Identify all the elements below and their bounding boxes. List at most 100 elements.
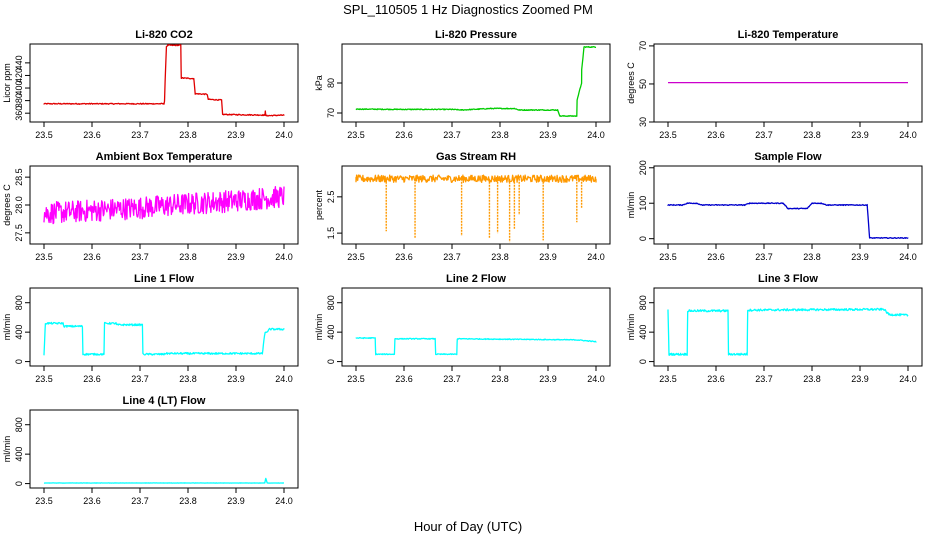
- x-tick-label: 23.7: [131, 374, 149, 384]
- y-tick-label: 420: [14, 68, 24, 83]
- x-tick-label: 23.6: [83, 496, 101, 506]
- x-tick-label: 24.0: [275, 496, 293, 506]
- plot-frame: [653, 165, 923, 245]
- y-tick-label: 70: [326, 108, 336, 118]
- y-tick-label: 28.0: [14, 196, 24, 214]
- x-tick-label: 23.8: [491, 252, 509, 262]
- y-axis-label: Licor ppm: [2, 63, 12, 103]
- x-tick-label: 23.7: [755, 374, 773, 384]
- y-tick-label: 0: [638, 236, 648, 241]
- panel-title: Sample Flow: [754, 151, 822, 163]
- y-axis-label: percent: [314, 189, 324, 220]
- chart-panel: Ambient Box Temperature degrees C 23.5 23.6…: [2, 151, 299, 262]
- y-tick-label: 100: [638, 196, 648, 211]
- y-tick-label: 400: [14, 325, 24, 340]
- y-tick-label: 400: [638, 325, 648, 340]
- y-tick-label: 2.5: [326, 191, 336, 204]
- x-tick-label: 23.8: [803, 130, 821, 140]
- y-axis-label: ml/min: [626, 314, 636, 341]
- chart-panel: Li-820 CO2 Licor ppm 23.5 23.6 23.7 23.8 23.9 2…: [2, 29, 299, 140]
- x-tick-label: 23.6: [83, 252, 101, 262]
- x-tick-label: 23.7: [131, 130, 149, 140]
- x-tick-label: 23.7: [755, 130, 773, 140]
- x-tick-label: 23.9: [851, 130, 869, 140]
- plot-frame: [29, 409, 299, 489]
- y-tick-label: 0: [14, 359, 24, 364]
- x-tick-label: 24.0: [899, 252, 917, 262]
- chart-panel: Li-820 Temperature degrees C 23.5 23.6 23.7 2…: [626, 29, 923, 140]
- x-tick-label: 23.6: [707, 374, 725, 384]
- y-axis-label: degrees C: [626, 62, 636, 104]
- y-axis-label: degrees C: [2, 184, 12, 226]
- y-tick-label: 30: [638, 117, 648, 127]
- x-tick-label: 23.5: [35, 374, 53, 384]
- y-tick-label: 360: [14, 106, 24, 121]
- plot-frame: [341, 43, 611, 123]
- panel-title: Ambient Box Temperature: [96, 151, 233, 163]
- panel-title: Li-820 Pressure: [435, 29, 517, 41]
- x-tick-label: 23.9: [539, 252, 557, 262]
- chart-panel: Line 3 Flow ml/min 23.5 23.6 23.7 23.8 23.9 24.…: [626, 273, 923, 384]
- y-tick-label: 200: [638, 160, 648, 175]
- y-axis-label: ml/min: [2, 314, 12, 341]
- x-tick-label: 23.7: [443, 374, 461, 384]
- plot-frame: [653, 43, 923, 123]
- panel-title: Li-820 Temperature: [738, 29, 839, 41]
- y-tick-label: 1.5: [326, 227, 336, 240]
- y-tick-label: 400: [14, 81, 24, 96]
- x-tick-label: 23.8: [179, 496, 197, 506]
- y-tick-label: 800: [638, 295, 648, 310]
- series-line: [355, 174, 597, 183]
- panel-title: Li-820 CO2: [135, 29, 192, 41]
- panels: Li-820 CO2 Licor ppm 23.5 23.6 23.7 23.8 23.9 2…: [2, 29, 923, 506]
- x-tick-label: 24.0: [587, 130, 605, 140]
- y-tick-label: 800: [326, 295, 336, 310]
- x-tick-label: 23.8: [803, 374, 821, 384]
- series-line: [43, 321, 285, 356]
- x-tick-label: 24.0: [275, 130, 293, 140]
- y-axis-label: ml/min: [2, 436, 12, 463]
- x-tick-label: 23.5: [659, 130, 677, 140]
- x-tick-label: 23.9: [851, 374, 869, 384]
- y-axis-label: ml/min: [314, 314, 324, 341]
- x-tick-label: 23.9: [227, 252, 245, 262]
- y-tick-label: 440: [14, 55, 24, 70]
- plot-frame: [653, 287, 923, 367]
- x-tick-label: 23.6: [83, 130, 101, 140]
- x-tick-label: 24.0: [899, 374, 917, 384]
- y-tick-label: 800: [14, 417, 24, 432]
- y-tick-label: 27.5: [14, 224, 24, 242]
- x-tick-label: 23.9: [227, 374, 245, 384]
- y-tick-label: 70: [638, 41, 648, 51]
- figure-x-label: Hour of Day (UTC): [414, 519, 522, 534]
- x-tick-label: 23.6: [395, 374, 413, 384]
- x-tick-label: 23.5: [347, 252, 365, 262]
- y-tick-label: 0: [326, 359, 336, 364]
- panel-title: Line 1 Flow: [134, 273, 194, 285]
- x-tick-label: 23.9: [227, 130, 245, 140]
- y-tick-label: 380: [14, 93, 24, 108]
- x-tick-label: 23.6: [83, 374, 101, 384]
- x-tick-label: 23.6: [707, 130, 725, 140]
- x-tick-label: 24.0: [899, 130, 917, 140]
- x-tick-label: 23.8: [179, 252, 197, 262]
- x-tick-label: 23.9: [539, 130, 557, 140]
- x-tick-label: 23.5: [347, 130, 365, 140]
- x-tick-label: 23.9: [539, 374, 557, 384]
- x-tick-label: 23.6: [395, 130, 413, 140]
- y-axis-label: ml/min: [626, 192, 636, 219]
- chart-panel: Line 2 Flow ml/min 23.5 23.6 23.7 23.8 23.9 24.…: [314, 273, 611, 384]
- x-tick-label: 23.8: [179, 374, 197, 384]
- x-tick-label: 23.7: [443, 252, 461, 262]
- y-tick-label: 50: [638, 79, 648, 89]
- chart-panel: Line 4 (LT) Flow ml/min 23.5 23.6 23.7 23.8 23…: [2, 395, 299, 506]
- series-line: [43, 477, 285, 484]
- y-tick-label: 0: [638, 359, 648, 364]
- x-tick-label: 23.9: [227, 496, 245, 506]
- chart-panel: Line 1 Flow ml/min 23.5 23.6 23.7 23.8 23.9 24.…: [2, 273, 299, 384]
- x-tick-label: 23.7: [443, 130, 461, 140]
- series-line: [43, 44, 285, 117]
- x-tick-label: 23.5: [35, 130, 53, 140]
- x-tick-label: 23.8: [179, 130, 197, 140]
- x-tick-label: 24.0: [587, 374, 605, 384]
